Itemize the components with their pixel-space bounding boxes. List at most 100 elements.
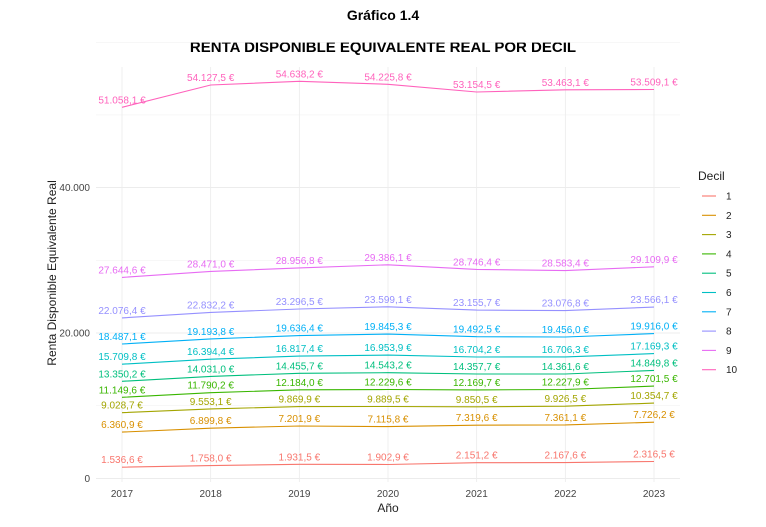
legend-label: 2 xyxy=(726,211,732,222)
data-label: 28.956,8 € xyxy=(276,256,324,267)
y-tick-label: 0 xyxy=(84,474,90,485)
data-label: 23.155,7 € xyxy=(453,298,501,309)
data-label: 16.704,2 € xyxy=(453,345,501,356)
legend-label: 10 xyxy=(726,365,738,376)
data-label: 54.638,2 € xyxy=(276,69,324,80)
series-line-decil-6 xyxy=(121,353,655,365)
data-label: 16.706,3 € xyxy=(542,345,590,356)
data-label: 12.169,7 € xyxy=(453,378,501,389)
data-label: 54.225,8 € xyxy=(364,72,412,83)
data-label: 11.790,2 € xyxy=(187,381,234,392)
data-label: 53.154,5 € xyxy=(453,80,501,91)
data-label: 1.536,6 € xyxy=(101,455,143,466)
data-label: 12.701,5 € xyxy=(630,374,678,385)
data-label: 14.543,2 € xyxy=(364,361,412,372)
data-label: 28.583,4 € xyxy=(542,259,590,270)
legend: Decil 1 2 3 4 5 6 7 8 9 10 xyxy=(698,169,738,376)
plot-lines xyxy=(121,80,655,468)
legend-label: 9 xyxy=(726,346,732,357)
data-label: 19.456,0 € xyxy=(542,325,590,336)
data-label: 2.167,6 € xyxy=(544,451,586,462)
data-label: 14.361,6 € xyxy=(542,362,590,373)
data-label: 23.566,1 € xyxy=(630,295,678,306)
y-tick-label: 20.000 xyxy=(59,329,90,340)
data-label: 22.076,4 € xyxy=(98,306,146,317)
data-label: 9.028,7 € xyxy=(101,401,143,412)
legend-label: 6 xyxy=(726,288,732,299)
data-label: 53.463,1 € xyxy=(542,78,590,89)
data-label: 7.319,6 € xyxy=(456,413,498,424)
data-label: 23.296,5 € xyxy=(276,297,324,308)
data-label: 16.394,4 € xyxy=(187,347,235,358)
axis-ticks: 0 20.000 40.000 2017 2018 2019 2020 2021 2022 202… xyxy=(59,183,665,500)
data-label: 7.201,9 € xyxy=(278,414,320,425)
data-label: 9.889,5 € xyxy=(367,394,409,405)
legend-label: 1 xyxy=(726,192,732,203)
x-tick-label: 2022 xyxy=(554,489,577,500)
data-label: 16.953,9 € xyxy=(364,343,412,354)
data-label: 6.899,8 € xyxy=(190,416,232,427)
data-label: 2.151,2 € xyxy=(456,451,498,462)
data-label: 14.357,7 € xyxy=(453,362,501,373)
data-label: 19.916,0 € xyxy=(630,322,678,333)
series-line-decil-4 xyxy=(121,385,655,398)
data-label: 27.644,6 € xyxy=(98,265,146,276)
y-tick-label: 40.000 xyxy=(59,183,90,194)
data-label: 23.599,1 € xyxy=(364,295,412,306)
data-label: 15.709,8 € xyxy=(98,352,146,363)
series-line-decil-1 xyxy=(121,460,655,468)
data-label: 14.455,7 € xyxy=(276,361,324,372)
legend-label: 7 xyxy=(726,307,732,318)
data-label: 10.354,7 € xyxy=(630,391,678,402)
x-tick-label: 2017 xyxy=(111,489,134,500)
x-tick-label: 2020 xyxy=(377,489,400,500)
data-label: 9.869,9 € xyxy=(278,395,320,406)
data-label: 29.109,9 € xyxy=(630,255,678,266)
data-label: 14.031,0 € xyxy=(187,364,235,375)
data-label: 12.229,6 € xyxy=(364,377,412,388)
data-label: 22.832,2 € xyxy=(187,300,235,311)
legend-label: 4 xyxy=(726,249,732,260)
data-label: 7.726,2 € xyxy=(633,410,675,421)
x-tick-label: 2018 xyxy=(200,489,223,500)
plot-grid xyxy=(96,41,680,482)
data-label: 7.115,8 € xyxy=(368,415,409,426)
x-tick-label: 2023 xyxy=(643,489,666,500)
data-label: 1.758,0 € xyxy=(190,454,232,465)
y-axis-label: Renta Disponible Equivalente Real xyxy=(45,180,59,365)
series-line-decil-3 xyxy=(121,402,655,414)
series-line-decil-8 xyxy=(121,306,655,319)
series-line-decil-7 xyxy=(121,333,655,345)
data-label: 19.845,3 € xyxy=(364,322,412,333)
data-label: 12.184,0 € xyxy=(276,378,324,389)
data-label: 19.492,5 € xyxy=(453,325,501,336)
data-label: 23.076,8 € xyxy=(542,299,590,310)
data-label: 1.931,5 € xyxy=(278,452,320,463)
data-label: 13.350,2 € xyxy=(98,369,146,380)
data-label: 2.316,5 € xyxy=(633,450,675,461)
data-label: 54.127,5 € xyxy=(187,73,235,84)
data-label: 6.360,9 € xyxy=(101,420,143,431)
data-label: 11.149,6 € xyxy=(99,385,146,396)
series-line-decil-2 xyxy=(121,421,655,433)
data-label: 9.926,5 € xyxy=(544,394,586,405)
series-line-decil-9 xyxy=(121,264,655,278)
data-label: 51.058,1 € xyxy=(98,95,146,106)
data-label: 28.471,0 € xyxy=(187,259,235,270)
x-tick-label: 2021 xyxy=(466,489,489,500)
data-label: 14.849,8 € xyxy=(630,358,678,369)
data-label: 1.902,9 € xyxy=(367,453,409,464)
data-label: 18.487,1 € xyxy=(98,332,146,343)
chart-title: RENTA DISPONIBLE EQUIVALENTE REAL POR DE… xyxy=(190,39,576,56)
data-label: 9.553,1 € xyxy=(190,397,232,408)
data-label: 12.227,9 € xyxy=(542,377,590,388)
legend-label: 3 xyxy=(726,230,732,241)
data-label: 28.746,4 € xyxy=(453,257,501,268)
data-label: 17.169,3 € xyxy=(630,342,678,353)
series-line-decil-10 xyxy=(121,80,655,108)
data-label: 53.509,1 € xyxy=(630,77,678,88)
data-label: 29.386,1 € xyxy=(364,253,412,264)
data-label: 16.817,4 € xyxy=(276,344,324,355)
legend-title: Decil xyxy=(698,169,725,183)
